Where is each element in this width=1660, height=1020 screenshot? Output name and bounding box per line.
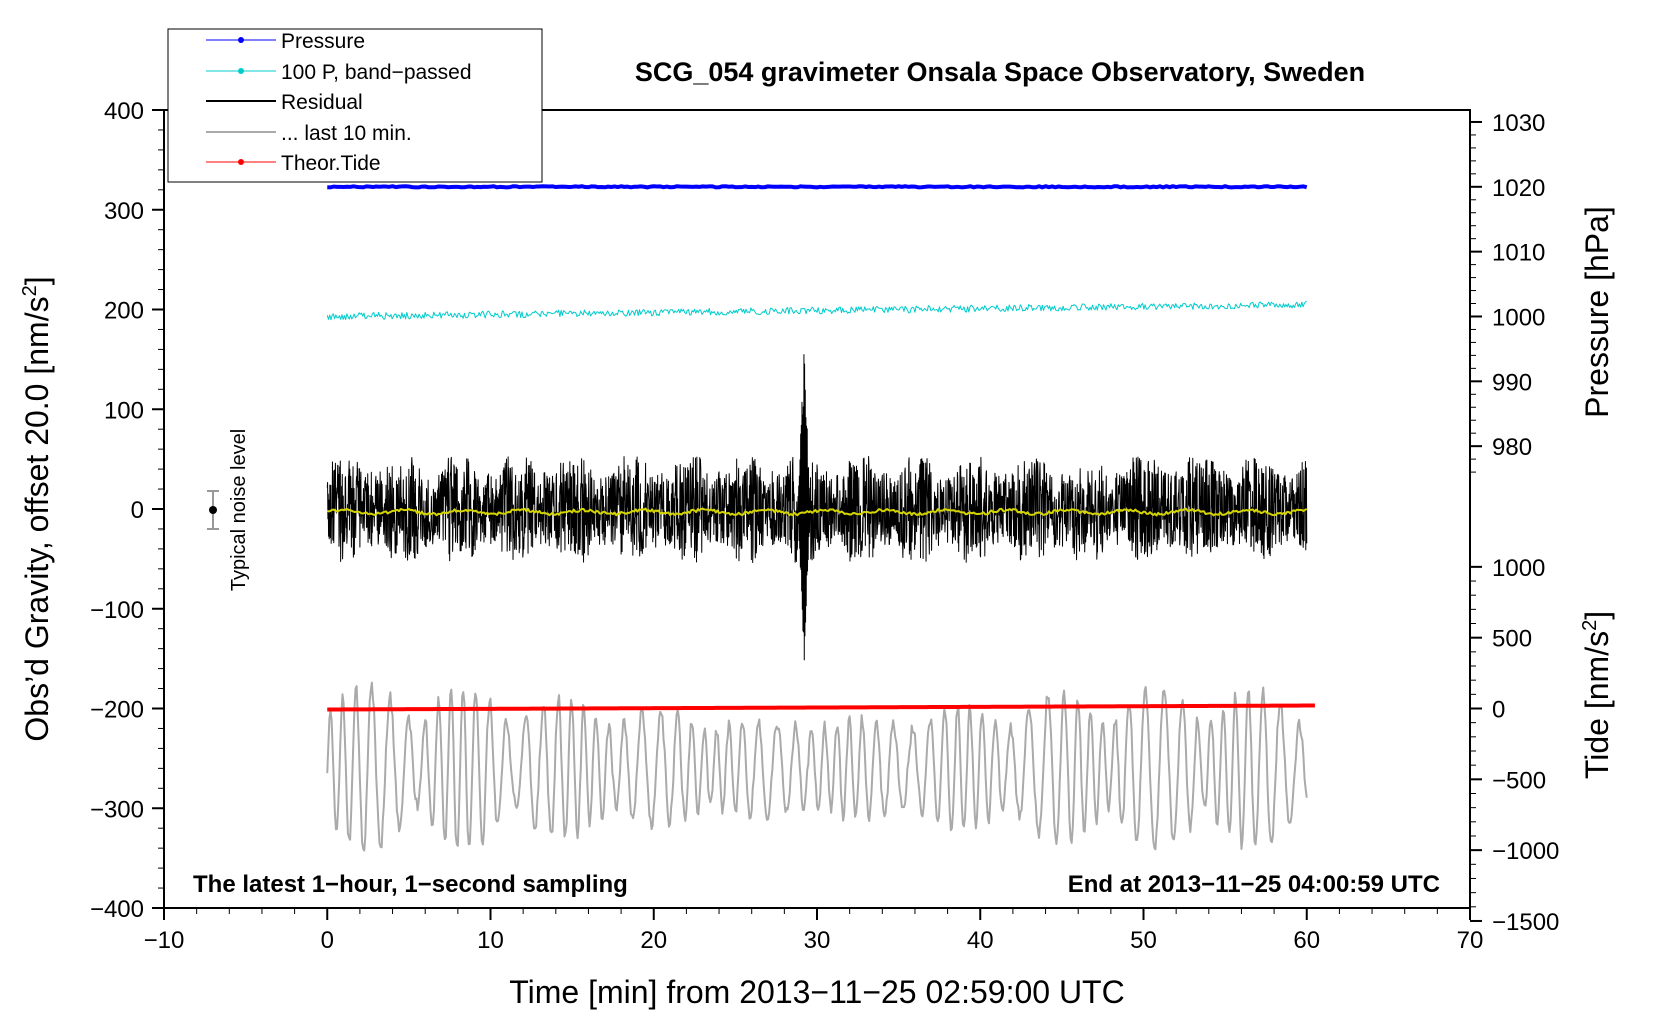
series-layer [326, 184, 1315, 852]
legend-label-bandpassed: 100 P, band−passed [281, 61, 472, 84]
legend-label-pressure: Pressure [281, 30, 365, 53]
pressure-tick-label: 1020 [1492, 175, 1545, 202]
legend-label-residual: Residual [281, 91, 363, 114]
legend-box [167, 28, 543, 183]
x-tick-label: 10 [477, 927, 504, 954]
x-tick-label: 50 [1130, 927, 1157, 954]
footer-left-note: The latest 1−hour, 1−second sampling [193, 871, 628, 898]
x-tick-label: 40 [967, 927, 994, 954]
noise-point [209, 506, 217, 514]
y-tick-label: 200 [104, 298, 144, 325]
legend-label-tide: Theor.Tide [281, 152, 381, 175]
legend-dot-pressure [238, 37, 244, 43]
tide-axis-title-end: ] [1579, 611, 1615, 620]
x-tick-label: −10 [144, 927, 185, 954]
tide-axis-title-sup: 2 [1579, 620, 1601, 631]
legend-item-pressure: Pressure [206, 30, 365, 53]
y-tick-label: −100 [90, 597, 144, 624]
series-residual [326, 354, 1308, 661]
x-tick-label: 20 [640, 927, 667, 954]
legend-dot-tide [238, 159, 244, 165]
y-tick-label: 300 [104, 198, 144, 225]
tide-axis-title-main: Tide [nm/s [1579, 631, 1615, 779]
x-axis-title: Time [min] from 2013−11−25 02:59:00 UTC [509, 974, 1124, 1010]
y-tick-label: −300 [90, 796, 144, 823]
x-tick-label: 60 [1293, 927, 1320, 954]
legend-dot-bandpassed [238, 68, 244, 74]
pressure-tick-label: 1000 [1492, 304, 1545, 331]
y-tick-label: 400 [104, 98, 144, 125]
pressure-axis-title: Pressure [hPa] [1579, 206, 1615, 418]
noise-label: Typical noise level [228, 429, 250, 591]
y-axis-title: Obs’d Gravity, offset 20.0 [nm/s2] [19, 276, 55, 741]
y-axis-title-main: Obs’d Gravity, offset 20.0 [nm/s [19, 296, 55, 741]
y-tick-label: 0 [131, 497, 144, 524]
tide-tick-label: 0 [1492, 697, 1505, 724]
series-theor-tide [327, 703, 1315, 712]
x-tick-label: 0 [321, 927, 334, 954]
legend-item-residual: Residual [206, 91, 363, 114]
y-tick-label: −200 [90, 697, 144, 724]
legend-item-bandpassed: 100 P, band−passed [206, 61, 472, 84]
tide-tick-label: 1000 [1492, 555, 1545, 582]
pressure-tick-label: 980 [1492, 434, 1532, 461]
legend-item-last10: ... last 10 min. [206, 122, 412, 145]
legend-item-tide: Theor.Tide [206, 152, 381, 175]
tide-tick-label: −1500 [1492, 909, 1559, 936]
pressure-tick-label: 1030 [1492, 110, 1545, 137]
pressure-tick-label: 990 [1492, 369, 1532, 396]
chart-title: SCG_054 gravimeter Onsala Space Observat… [635, 57, 1365, 87]
series-band-passed [326, 300, 1307, 321]
y-tick-label: −400 [90, 896, 144, 923]
legend: Pressure 100 P, band−passed Residual ...… [167, 28, 543, 183]
footer-right-note: End at 2013−11−25 04:00:59 UTC [1068, 871, 1440, 898]
series-pressure [327, 184, 1308, 190]
x-tick-label: 30 [804, 927, 831, 954]
x-tick-label: 70 [1457, 927, 1484, 954]
legend-label-last10: ... last 10 min. [281, 122, 412, 145]
pressure-tick-label: 1010 [1492, 240, 1545, 267]
tide-tick-label: −1000 [1492, 838, 1559, 865]
y-tick-label: 100 [104, 397, 144, 424]
noise-marker: Typical noise level [207, 429, 250, 591]
tide-tick-label: −500 [1492, 767, 1546, 794]
tide-axis-title: Tide [nm/s2] [1579, 611, 1615, 779]
y-axis-title-end: ] [19, 276, 55, 285]
axis-layer: −10 0 10 20 30 40 50 60 704003002001000−100−200−… [90, 98, 1559, 954]
y-axis-title-sup: 2 [19, 285, 41, 296]
tide-tick-label: 500 [1492, 626, 1532, 653]
series-residual-mean [326, 507, 1308, 517]
